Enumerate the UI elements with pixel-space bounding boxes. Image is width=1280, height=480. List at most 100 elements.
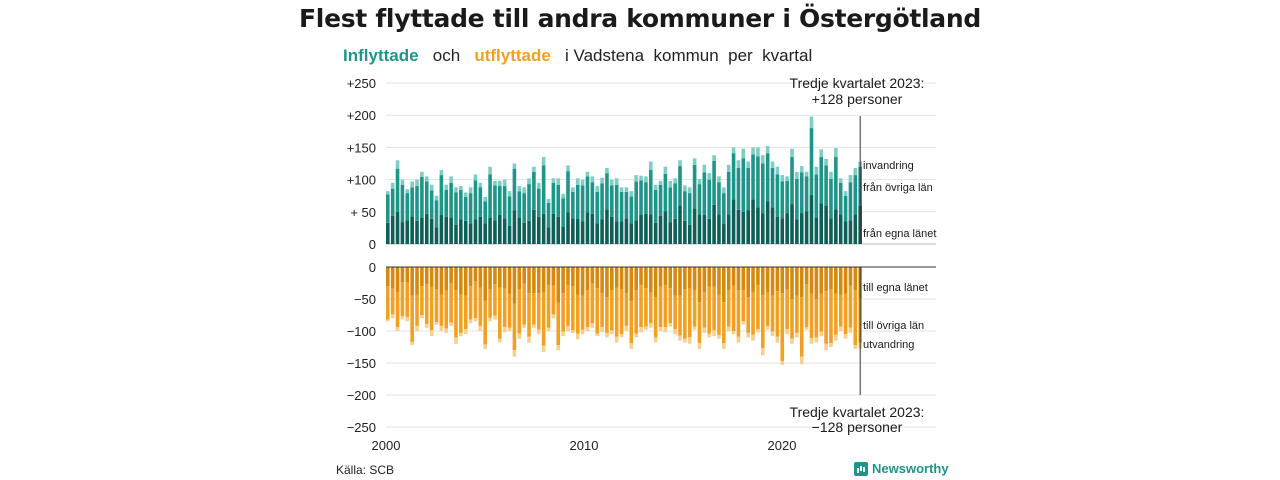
bar-out-emigration: [580, 329, 585, 335]
bar-in-immigration: [556, 178, 561, 185]
bar-out-own-county: [746, 267, 750, 298]
bar-out-emigration: [449, 322, 453, 326]
bar-in-immigration: [624, 187, 629, 192]
bar-out-emigration: [390, 314, 395, 319]
bar-out-other-counties: [478, 287, 483, 326]
bar-in-own-county: [683, 220, 687, 244]
bar-in-own-county: [780, 218, 785, 244]
bar-in-own-county: [478, 216, 483, 244]
bar-in-immigration: [600, 177, 604, 184]
bar-out-own-county: [829, 267, 833, 290]
bar-in-other-counties: [824, 165, 828, 207]
bar-in-immigration: [522, 187, 526, 194]
bar-in-own-county: [658, 215, 663, 244]
bar-in-immigration: [756, 147, 760, 157]
bar-in-other-counties: [722, 193, 726, 225]
bar-out-own-county: [736, 267, 741, 291]
bar-out-other-counties: [483, 300, 487, 345]
bar-in-own-county: [585, 212, 590, 244]
subtitle-and-word: och: [432, 46, 461, 65]
bar-in-immigration: [746, 161, 750, 169]
subtitle-inflow-label: Inflyttade: [343, 46, 419, 65]
bar-out-emigration: [498, 338, 502, 343]
bar-in-other-counties: [673, 183, 677, 219]
bar-out-own-county: [741, 267, 746, 291]
bar-in-own-county: [673, 218, 677, 244]
bar-in-own-county: [400, 222, 405, 244]
bar-out-emigration: [507, 327, 512, 331]
bar-in-own-county: [702, 215, 707, 244]
bar-out-emigration: [741, 321, 746, 325]
bar-out-own-county: [449, 267, 453, 283]
bar-in-other-counties: [746, 168, 750, 211]
bar-out-other-counties: [532, 293, 536, 325]
bar-out-own-county: [541, 267, 546, 292]
bar-out-other-counties: [507, 293, 512, 328]
bar-out-own-county: [809, 267, 814, 294]
bar-in-other-counties: [697, 184, 702, 215]
bar-out-other-counties: [517, 289, 522, 334]
bar-in-own-county: [580, 221, 585, 244]
bar-in-own-county: [751, 199, 755, 244]
bar-in-own-county: [843, 221, 848, 244]
bar-out-own-county: [585, 267, 590, 291]
bar-in-own-county: [697, 214, 702, 244]
bar-out-other-counties: [605, 297, 609, 333]
bar-out-other-counties: [410, 295, 414, 342]
bar-in-other-counties: [502, 186, 507, 219]
bar-out-emigration: [648, 323, 653, 328]
bar-out-own-county: [848, 267, 853, 286]
bar-out-emigration: [512, 350, 517, 357]
bar-out-emigration: [546, 327, 551, 331]
bar-out-other-counties: [663, 284, 668, 328]
bar-out-other-counties: [683, 289, 687, 339]
bar-in-own-county: [736, 209, 741, 244]
x-tick-label: 2010: [570, 438, 599, 453]
bar-in-other-counties: [546, 202, 551, 228]
bar-in-other-counties: [600, 183, 604, 220]
bar-in-other-counties: [687, 193, 692, 225]
bar-out-other-counties: [439, 294, 444, 326]
bar-out-other-counties: [717, 294, 721, 335]
bar-out-other-counties: [726, 290, 731, 327]
bar-out-other-counties: [834, 293, 838, 335]
bar-out-own-county: [595, 267, 600, 289]
bar-out-own-county: [780, 267, 785, 294]
bar-in-own-county: [415, 220, 419, 244]
bar-in-immigration: [614, 178, 619, 185]
bar-out-other-counties: [488, 289, 492, 318]
bar-in-other-counties: [648, 169, 653, 215]
bar-in-own-county: [848, 220, 853, 244]
chart-subtitle: Inflyttade och utflyttade i Vadstena kom…: [343, 46, 812, 66]
bar-in-immigration: [702, 164, 707, 173]
bar-in-own-county: [790, 204, 794, 244]
bar-in-other-counties: [478, 187, 483, 217]
bar-in-own-county: [429, 218, 434, 244]
bar-in-own-county: [819, 203, 824, 244]
bar-in-other-counties: [575, 184, 580, 219]
bar-in-immigration: [439, 169, 444, 176]
bar-in-own-county: [454, 224, 458, 244]
bar-out-other-counties: [648, 292, 653, 324]
bar-out-other-counties: [502, 288, 507, 328]
bar-in-other-counties: [571, 191, 575, 219]
bar-in-immigration: [668, 180, 673, 188]
y-tick-label-top: +250: [347, 76, 376, 91]
bar-in-other-counties: [741, 158, 746, 212]
bar-in-own-county: [561, 226, 565, 244]
bar-out-emigration: [556, 345, 561, 351]
bar-in-own-county: [551, 213, 556, 244]
brand-logo[interactable]: Newsworthy: [854, 461, 949, 476]
bar-in-own-county: [444, 216, 449, 244]
bar-out-emigration: [400, 316, 405, 320]
bar-out-other-counties: [634, 290, 638, 334]
bar-out-own-county: [551, 267, 556, 286]
bar-in-other-counties: [605, 173, 609, 210]
bar-out-other-counties: [546, 284, 551, 328]
bar-out-emigration: [853, 345, 858, 349]
series-label-out: till egna länet: [863, 282, 928, 294]
bar-in-other-counties: [760, 163, 765, 214]
bar-in-immigration: [478, 182, 483, 188]
bar-in-own-county: [468, 223, 473, 244]
